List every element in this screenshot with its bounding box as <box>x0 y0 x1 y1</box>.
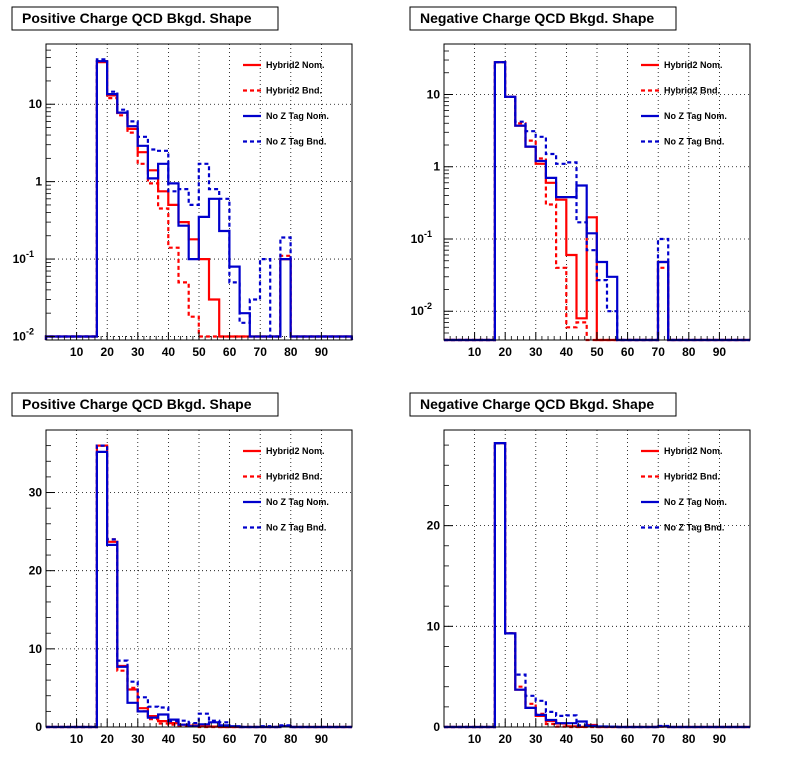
y-tick-label: 10-1 <box>411 229 432 246</box>
legend-label: No Z Tag Nom. <box>266 497 329 507</box>
y-tick-label: 20 <box>427 519 441 533</box>
chart-title: Positive Charge QCD Bkgd. Shape <box>22 10 252 26</box>
legend-label: Hybrid2 Nom. <box>664 446 723 456</box>
x-tick-label: 10 <box>70 732 84 746</box>
x-tick-label: 30 <box>131 345 145 359</box>
y-tick-label: 0 <box>433 720 440 734</box>
x-tick-label: 90 <box>315 345 329 359</box>
x-tick-label: 30 <box>529 732 543 746</box>
y-tick-label: 10-2 <box>13 326 34 343</box>
y-tick-label: 10-2 <box>411 301 432 318</box>
series-line-no-z-tag-bnd- <box>444 61 750 342</box>
y-tick-label: 1 <box>35 175 42 189</box>
chart-panel-3: 10 20 30 40 50 60 70 80 90 0 10 20 30 Hybrid2 Nom. Hyb… <box>11 392 353 746</box>
x-tick-label: 20 <box>499 345 513 359</box>
legend-label: No Z Tag Bnd. <box>664 137 724 147</box>
y-tick-label: 10 <box>29 97 43 111</box>
chart-panel-1: 10 20 30 40 50 60 70 80 90 10-2 10-1 1 10 Hybrid2 Nom… <box>11 6 354 359</box>
x-tick-label: 40 <box>162 732 176 746</box>
y-tick-label: 30 <box>29 486 43 500</box>
legend-label: No Z Tag Bnd. <box>664 523 724 533</box>
legend-label: Hybrid2 Nom. <box>266 60 325 70</box>
x-tick-label: 60 <box>223 732 237 746</box>
legend-label: Hybrid2 Bnd. <box>266 472 322 482</box>
x-tick-label: 20 <box>101 732 115 746</box>
x-tick-label: 80 <box>682 345 696 359</box>
chart-title-box <box>11 392 279 417</box>
x-tick-label: 10 <box>468 732 482 746</box>
x-tick-label: 40 <box>162 345 176 359</box>
legend-label: No Z Tag Nom. <box>266 111 329 121</box>
y-tick-label: 10 <box>427 88 441 102</box>
x-tick-label: 60 <box>621 345 635 359</box>
x-tick-label: 20 <box>101 345 115 359</box>
legend-label: Hybrid2 Nom. <box>266 446 325 456</box>
x-tick-label: 50 <box>192 732 206 746</box>
legend-label: Hybrid2 Bnd. <box>664 472 720 482</box>
x-tick-label: 70 <box>652 345 666 359</box>
series-line-no-z-tag-nom- <box>44 60 354 341</box>
y-tick-label: 10 <box>427 619 441 633</box>
x-tick-label: 80 <box>284 345 298 359</box>
legend-label: No Z Tag Nom. <box>664 497 727 507</box>
x-tick-label: 80 <box>682 732 696 746</box>
x-tick-label: 20 <box>499 732 513 746</box>
legend-label: No Z Tag Bnd. <box>266 523 326 533</box>
x-tick-label: 30 <box>529 345 543 359</box>
x-tick-label: 70 <box>652 732 666 746</box>
legend-label: Hybrid2 Nom. <box>664 60 723 70</box>
x-tick-label: 40 <box>560 732 574 746</box>
x-tick-label: 60 <box>223 345 237 359</box>
x-tick-label: 90 <box>315 732 329 746</box>
x-tick-label: 80 <box>284 732 298 746</box>
x-tick-label: 40 <box>560 345 574 359</box>
chart-panel-2: 10 20 30 40 50 60 70 80 90 10-2 10-1 1 10 Hybrid2 Nom… <box>409 6 751 359</box>
chart-title: Negative Charge QCD Bkgd. Shape <box>420 10 654 26</box>
chart-title: Positive Charge QCD Bkgd. Shape <box>22 396 252 412</box>
legend-label: Hybrid2 Bnd. <box>266 86 322 96</box>
series-line-no-z-tag-bnd- <box>46 444 352 729</box>
y-tick-label: 10 <box>29 642 43 656</box>
chart-title-box <box>409 392 677 417</box>
legend-label: No Z Tag Nom. <box>664 111 727 121</box>
series-line-no-z-tag-bnd- <box>44 58 354 341</box>
legend-label: Hybrid2 Bnd. <box>664 86 720 96</box>
x-tick-label: 30 <box>131 732 145 746</box>
x-tick-label: 50 <box>590 732 604 746</box>
x-tick-label: 90 <box>713 732 727 746</box>
legend-label: No Z Tag Bnd. <box>266 137 326 147</box>
y-tick-label: 0 <box>35 720 42 734</box>
y-tick-label: 1 <box>433 160 440 174</box>
x-tick-label: 10 <box>468 345 482 359</box>
x-tick-label: 70 <box>254 345 268 359</box>
x-tick-label: 50 <box>192 345 206 359</box>
chart-title: Negative Charge QCD Bkgd. Shape <box>420 396 654 412</box>
x-tick-label: 70 <box>254 732 268 746</box>
x-tick-label: 90 <box>713 345 727 359</box>
x-tick-label: 60 <box>621 732 635 746</box>
chart-panel-4: 10 20 30 40 50 60 70 80 90 0 10 20 Hybrid2 Nom. Hybri… <box>409 392 751 746</box>
chart-title-box <box>11 6 279 31</box>
y-tick-label: 10-1 <box>13 249 34 266</box>
x-tick-label: 10 <box>70 345 84 359</box>
x-tick-label: 50 <box>590 345 604 359</box>
chart-title-box <box>409 6 677 31</box>
y-tick-label: 20 <box>29 564 43 578</box>
